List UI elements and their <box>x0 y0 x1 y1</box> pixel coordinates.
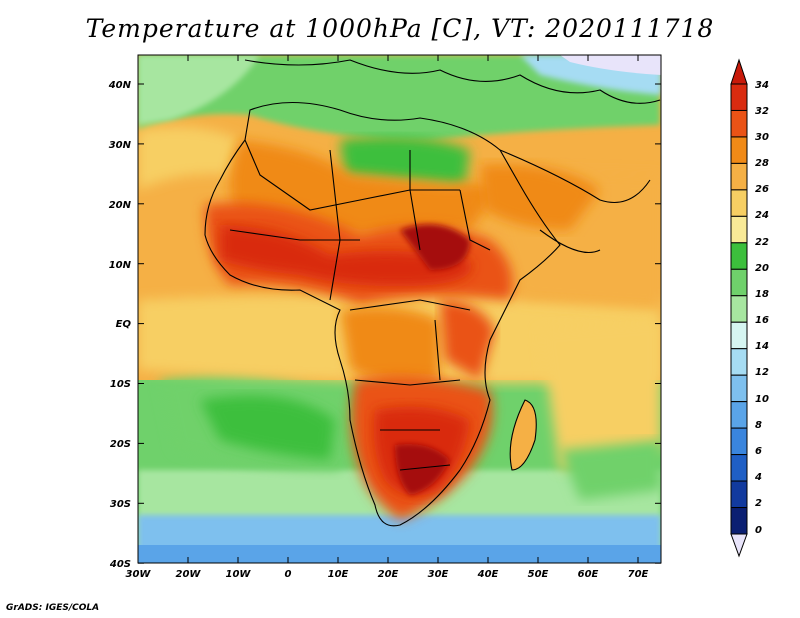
colorbar-box <box>730 454 748 482</box>
lon-label: 30E <box>428 569 449 580</box>
lon-label: 0 <box>285 569 292 580</box>
colorbar-label: 6 <box>755 446 762 457</box>
lon-label: 20E <box>378 569 399 580</box>
lon-label: 20W <box>176 569 202 580</box>
plot-frame <box>137 54 662 564</box>
colorbar-label: 18 <box>755 289 769 300</box>
colorbar-boxes <box>730 83 748 535</box>
coastlines <box>204 59 661 527</box>
colorbar-box <box>730 162 748 191</box>
colorbar-box <box>730 480 748 509</box>
lon-label: 10E <box>328 569 349 580</box>
colorbar-labels: 34 32 30 28 26 24 22 20 18 16 14 12 10 8… <box>754 80 769 536</box>
longitude-labels: 30W 20W 10W 0 10E 20E 30E 40E 50E 60E 70… <box>126 569 649 580</box>
colorbar-box <box>730 189 748 217</box>
colorbar-box <box>730 374 748 403</box>
colorbar-label: 4 <box>754 472 762 483</box>
colorbar-box <box>730 401 748 429</box>
colorbar-box <box>730 136 748 164</box>
colorbar-box <box>730 242 748 270</box>
temperature-field <box>138 55 661 563</box>
colorbar-label: 12 <box>755 367 769 378</box>
colorbar-box <box>730 83 748 111</box>
map-title: Temperature at 1000hPa [C], VT: 20201117… <box>85 14 715 43</box>
colorbar-label: 28 <box>755 158 769 169</box>
lon-label: 40E <box>477 569 499 580</box>
colorbar-box <box>730 109 748 138</box>
lon-label: 70E <box>628 569 649 580</box>
grads-credit: GrADS: IGES/COLA <box>6 603 100 613</box>
colorbar-box <box>730 295 748 323</box>
colorbar-label: 20 <box>755 263 769 274</box>
latitude-labels: 40N 30N 20N 10N EQ 10S 20S 30S 40S <box>108 80 132 570</box>
lat-label: 40S <box>109 559 131 570</box>
lat-label: 10N <box>109 260 132 271</box>
colorbar-label: 26 <box>755 184 769 195</box>
colorbar-label: 16 <box>755 315 769 326</box>
lon-label: 60E <box>578 569 599 580</box>
lat-label: 20S <box>110 439 131 450</box>
colorbar: 34 32 30 28 26 24 22 20 18 16 14 12 10 8… <box>730 58 769 558</box>
colorbar-label: 34 <box>755 80 769 91</box>
colorbar-label: 0 <box>755 525 762 536</box>
lon-label: 30W <box>126 569 152 580</box>
lon-label: 50E <box>528 569 549 580</box>
colorbar-label: 22 <box>755 237 769 248</box>
colorbar-label: 24 <box>755 210 769 221</box>
colorbar-top-arrow <box>730 58 748 85</box>
colorbar-label: 8 <box>755 420 762 431</box>
lat-label: 10S <box>110 379 131 390</box>
colorbar-box <box>730 348 748 376</box>
colorbar-box <box>730 507 748 535</box>
colorbar-label: 30 <box>755 132 769 143</box>
colorbar-bottom-arrow <box>730 533 748 558</box>
colorbar-label: 10 <box>755 394 769 405</box>
lat-label: 40N <box>108 80 132 91</box>
lon-label: 10W <box>226 569 252 580</box>
colorbar-label: 2 <box>755 498 762 509</box>
colorbar-label: 14 <box>755 341 769 352</box>
colorbar-box <box>730 321 748 350</box>
colorbar-box <box>730 215 748 244</box>
lat-label: 20N <box>109 200 132 211</box>
colorbar-box <box>730 427 748 456</box>
colorbar-label: 32 <box>755 106 769 117</box>
lat-label: 30N <box>109 140 132 151</box>
lat-label: EQ <box>116 319 132 330</box>
lat-label: 30S <box>110 499 131 510</box>
axis-ticks <box>137 55 661 564</box>
colorbar-box <box>730 268 748 297</box>
